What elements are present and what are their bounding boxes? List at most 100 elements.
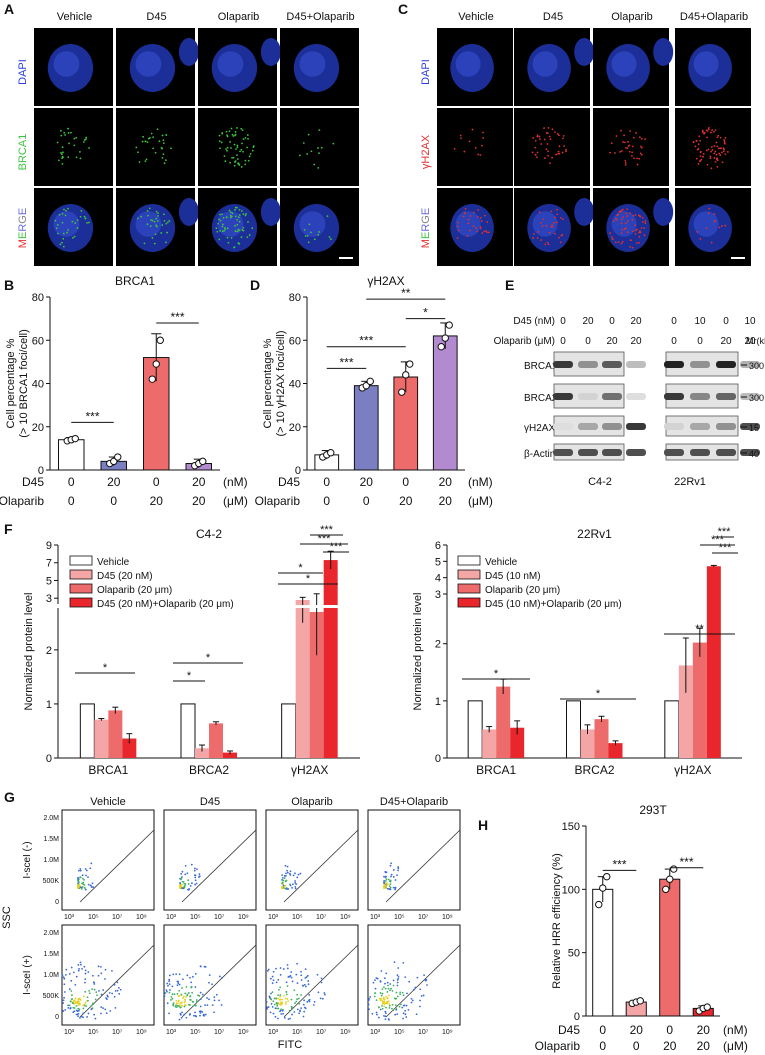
event-dot bbox=[201, 1011, 204, 1013]
focus-dot bbox=[714, 150, 717, 153]
x-category-label: BRCA2 bbox=[189, 763, 229, 777]
event-dot bbox=[79, 869, 82, 872]
event-dot bbox=[184, 1000, 187, 1002]
x-tick-label: 10⁷ bbox=[214, 1029, 225, 1036]
focus-dot bbox=[710, 146, 713, 148]
x-row1-label: D45 bbox=[22, 475, 44, 489]
focus-dot bbox=[482, 131, 484, 134]
event-dot bbox=[84, 981, 86, 984]
focus-dot bbox=[226, 146, 229, 149]
focus-dot bbox=[620, 129, 622, 132]
x-row2-value: 0 bbox=[323, 494, 330, 508]
event-dot bbox=[178, 1018, 181, 1021]
focus-dot bbox=[73, 144, 76, 147]
focus-dot bbox=[547, 154, 550, 157]
blot-band bbox=[716, 423, 736, 430]
event-dot bbox=[321, 997, 324, 1000]
y-tick-label: 1.0M bbox=[43, 857, 59, 864]
protein-label: BRCA1 bbox=[524, 361, 558, 372]
event-dot bbox=[218, 999, 220, 1002]
focus-dot bbox=[475, 227, 477, 230]
event-dot bbox=[389, 989, 391, 992]
nucleus-core bbox=[299, 51, 326, 77]
cell-line-label: 22Rv1 bbox=[674, 476, 706, 488]
event-dot bbox=[100, 993, 103, 996]
chart-title: γH2AX bbox=[367, 274, 404, 288]
focus-dot bbox=[62, 151, 64, 154]
focus-dot bbox=[303, 229, 306, 231]
event-dot bbox=[387, 878, 390, 881]
y-tick-label: 0 bbox=[55, 1014, 59, 1021]
event-dot bbox=[388, 888, 391, 890]
event-dot bbox=[383, 1000, 386, 1003]
event-dot bbox=[118, 992, 121, 995]
event-dot bbox=[380, 970, 383, 972]
event-dot bbox=[168, 983, 171, 986]
y-tick-label: 0 bbox=[295, 465, 301, 477]
event-dot bbox=[384, 870, 387, 873]
x-tick-label: 10⁷ bbox=[112, 914, 123, 921]
focus-dot bbox=[84, 217, 87, 220]
event-dot bbox=[92, 886, 95, 888]
y-tick-label: 40 bbox=[32, 379, 44, 391]
focus-dot bbox=[216, 230, 219, 233]
neighbor-nucleus bbox=[178, 198, 199, 226]
event-dot bbox=[383, 1014, 385, 1017]
event-dot bbox=[273, 997, 276, 1000]
focus-dot bbox=[611, 236, 613, 238]
event-dot bbox=[100, 972, 103, 975]
event-dot bbox=[78, 968, 80, 970]
x-tick-label: 10⁷ bbox=[418, 1029, 429, 1036]
focus-dot bbox=[156, 220, 159, 222]
focus-dot bbox=[698, 160, 701, 163]
event-dot bbox=[84, 990, 87, 993]
event-dot bbox=[183, 1013, 186, 1016]
focus-dot bbox=[240, 210, 243, 212]
bar bbox=[58, 439, 85, 471]
focus-dot bbox=[70, 131, 72, 134]
focus-dot bbox=[565, 150, 567, 153]
focus-dot bbox=[138, 161, 141, 163]
x-row2-value: 20 bbox=[399, 494, 413, 508]
event-dot bbox=[384, 1018, 387, 1021]
focus-dot bbox=[543, 127, 545, 130]
bar bbox=[467, 700, 483, 759]
event-dot bbox=[388, 994, 391, 997]
focus-dot bbox=[148, 207, 151, 210]
focus-dot bbox=[61, 162, 64, 165]
event-dot bbox=[191, 882, 193, 885]
event-dot bbox=[69, 1007, 72, 1010]
x-category-label: γH2AX bbox=[674, 763, 711, 777]
event-dot bbox=[76, 1010, 79, 1013]
event-dot bbox=[306, 1000, 309, 1003]
y-tick-label: 1.0M bbox=[43, 972, 59, 979]
event-dot bbox=[305, 976, 308, 978]
event-dot bbox=[265, 1001, 268, 1003]
olaparib-label: Olaparib (μM) bbox=[494, 336, 555, 347]
focus-dot bbox=[695, 157, 698, 160]
panel-letter: G bbox=[4, 789, 15, 805]
event-dot bbox=[172, 1004, 175, 1007]
x-tick-label: 10³ bbox=[64, 914, 75, 921]
focus-dot bbox=[559, 216, 562, 219]
event-dot bbox=[284, 1017, 286, 1019]
x-tick-label: 10⁷ bbox=[316, 914, 327, 921]
event-dot bbox=[105, 1012, 108, 1015]
focus-dot bbox=[218, 238, 221, 241]
event-dot bbox=[174, 1005, 177, 1008]
bar bbox=[594, 719, 609, 758]
event-dot bbox=[296, 998, 298, 1001]
olaparib-value: 0 bbox=[560, 336, 566, 347]
focus-dot bbox=[715, 141, 718, 144]
legend-swatch bbox=[69, 569, 93, 580]
event-dot bbox=[175, 1004, 177, 1007]
focus-dot bbox=[483, 230, 486, 233]
focus-dot bbox=[542, 218, 545, 221]
focus-dot bbox=[720, 151, 723, 154]
focus-dot bbox=[551, 225, 554, 228]
event-dot bbox=[83, 965, 86, 968]
event-dot bbox=[89, 884, 92, 887]
event-dot bbox=[286, 964, 289, 966]
x-row1-value: 0 bbox=[323, 475, 330, 489]
sig-stars: * bbox=[423, 306, 428, 320]
